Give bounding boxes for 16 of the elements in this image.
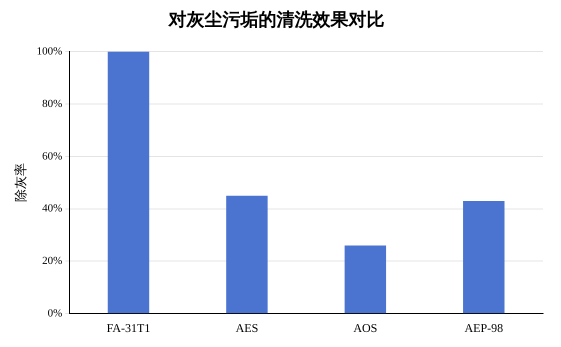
y-tick-label: 60%	[42, 150, 62, 162]
x-tick-label: AES	[236, 320, 258, 335]
y-tick-label: 100%	[36, 45, 62, 58]
x-tick-label: FA-31T1	[106, 320, 150, 335]
y-tick-label: 80%	[42, 98, 62, 110]
bar	[108, 52, 150, 314]
x-tick-label: AEP-98	[464, 320, 504, 335]
bar	[344, 245, 386, 314]
y-tick-label: 0%	[48, 307, 62, 320]
bar	[463, 200, 505, 314]
chart-title: 对灰尘污垢的清洗效果对比	[168, 9, 384, 30]
bar	[226, 196, 268, 314]
y-axis-title: 除灰率	[13, 163, 28, 202]
y-tick-label: 40%	[42, 202, 62, 215]
x-tick-label: AOS	[353, 320, 378, 335]
y-tick-label: 20%	[42, 255, 62, 268]
